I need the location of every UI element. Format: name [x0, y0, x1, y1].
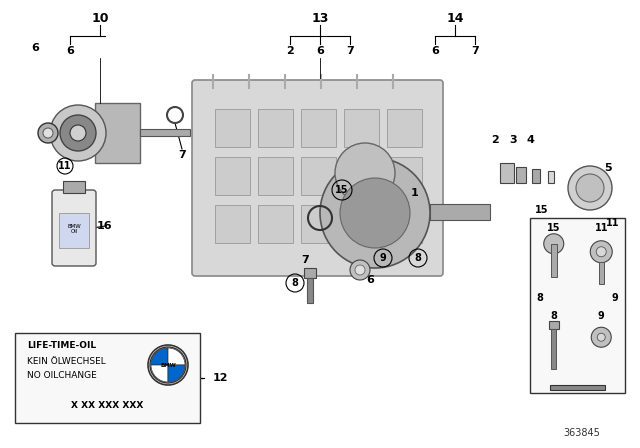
Text: 4: 4: [526, 135, 534, 145]
Bar: [95, 103, 140, 163]
Bar: [532, 169, 540, 183]
Bar: [387, 205, 422, 243]
Text: 6: 6: [31, 43, 39, 53]
Bar: [548, 321, 559, 329]
Text: 6: 6: [366, 275, 374, 285]
Text: 13: 13: [311, 12, 329, 25]
Text: 11: 11: [595, 223, 608, 233]
Bar: [59, 213, 89, 248]
Text: 7: 7: [301, 255, 309, 265]
Text: 8: 8: [292, 278, 298, 288]
Bar: [15, 333, 200, 423]
Text: 15: 15: [547, 223, 561, 233]
Bar: [215, 205, 250, 243]
Text: 8: 8: [536, 293, 543, 302]
Polygon shape: [550, 385, 605, 390]
Text: 2: 2: [286, 46, 294, 56]
Bar: [387, 157, 422, 195]
Bar: [304, 268, 316, 278]
Text: NO OILCHANGE: NO OILCHANGE: [27, 370, 97, 379]
Text: KEIN ÖLWECHSEL: KEIN ÖLWECHSEL: [27, 357, 106, 366]
Text: 7: 7: [178, 150, 186, 160]
Circle shape: [596, 247, 606, 257]
Text: 11: 11: [606, 218, 620, 228]
Text: 9: 9: [612, 293, 618, 302]
Bar: [301, 157, 336, 195]
Text: 15: 15: [335, 185, 349, 195]
Bar: [258, 205, 293, 243]
Circle shape: [335, 143, 395, 203]
Bar: [500, 163, 514, 183]
Text: 9: 9: [380, 253, 387, 263]
Text: 3: 3: [509, 135, 517, 145]
Text: 16: 16: [97, 221, 113, 231]
Circle shape: [544, 234, 564, 254]
Bar: [140, 129, 190, 136]
Circle shape: [350, 260, 370, 280]
Text: 6: 6: [431, 46, 439, 56]
Bar: [215, 109, 250, 147]
Bar: [599, 262, 604, 284]
Circle shape: [340, 178, 410, 248]
Text: 2: 2: [491, 135, 499, 145]
Text: 12: 12: [212, 373, 228, 383]
Bar: [344, 109, 379, 147]
Circle shape: [148, 345, 188, 385]
Bar: [215, 157, 250, 195]
Bar: [344, 205, 379, 243]
Bar: [307, 278, 313, 303]
Wedge shape: [168, 365, 185, 382]
Text: 6: 6: [316, 46, 324, 56]
Bar: [530, 218, 625, 393]
Circle shape: [591, 327, 611, 347]
Text: 8: 8: [415, 253, 421, 263]
Text: 15: 15: [535, 205, 548, 215]
Bar: [551, 329, 556, 369]
Bar: [258, 109, 293, 147]
FancyBboxPatch shape: [192, 80, 443, 276]
Text: 14: 14: [446, 12, 464, 25]
Text: 10: 10: [92, 12, 109, 25]
Circle shape: [60, 115, 96, 151]
Circle shape: [590, 241, 612, 263]
Bar: [548, 171, 554, 183]
Text: 7: 7: [346, 46, 354, 56]
Text: 1: 1: [411, 188, 419, 198]
Circle shape: [320, 158, 430, 268]
Text: 9: 9: [598, 310, 605, 320]
Bar: [301, 205, 336, 243]
Circle shape: [597, 333, 605, 341]
FancyBboxPatch shape: [52, 190, 96, 266]
Text: 363845: 363845: [563, 428, 600, 438]
Text: X XX XXX XXX: X XX XXX XXX: [71, 401, 144, 409]
Wedge shape: [151, 365, 168, 382]
Text: 5: 5: [604, 163, 612, 173]
Circle shape: [38, 123, 58, 143]
Bar: [258, 157, 293, 195]
Text: 6: 6: [66, 46, 74, 56]
Circle shape: [50, 105, 106, 161]
Bar: [301, 109, 336, 147]
Circle shape: [568, 166, 612, 210]
Wedge shape: [168, 348, 185, 365]
Text: 8: 8: [550, 310, 557, 320]
Bar: [551, 244, 557, 277]
Text: LIFE-TIME-OIL: LIFE-TIME-OIL: [27, 340, 96, 349]
Bar: [430, 204, 490, 220]
Bar: [344, 157, 379, 195]
Text: 11: 11: [58, 161, 72, 171]
Circle shape: [576, 174, 604, 202]
Circle shape: [43, 128, 53, 138]
Text: BMW
Oil: BMW Oil: [67, 224, 81, 234]
Bar: [387, 109, 422, 147]
Circle shape: [355, 265, 365, 275]
Text: 7: 7: [471, 46, 479, 56]
Circle shape: [70, 125, 86, 141]
Wedge shape: [151, 348, 168, 365]
Text: BMW: BMW: [160, 362, 176, 367]
Bar: [516, 167, 526, 183]
Bar: [63, 181, 85, 193]
